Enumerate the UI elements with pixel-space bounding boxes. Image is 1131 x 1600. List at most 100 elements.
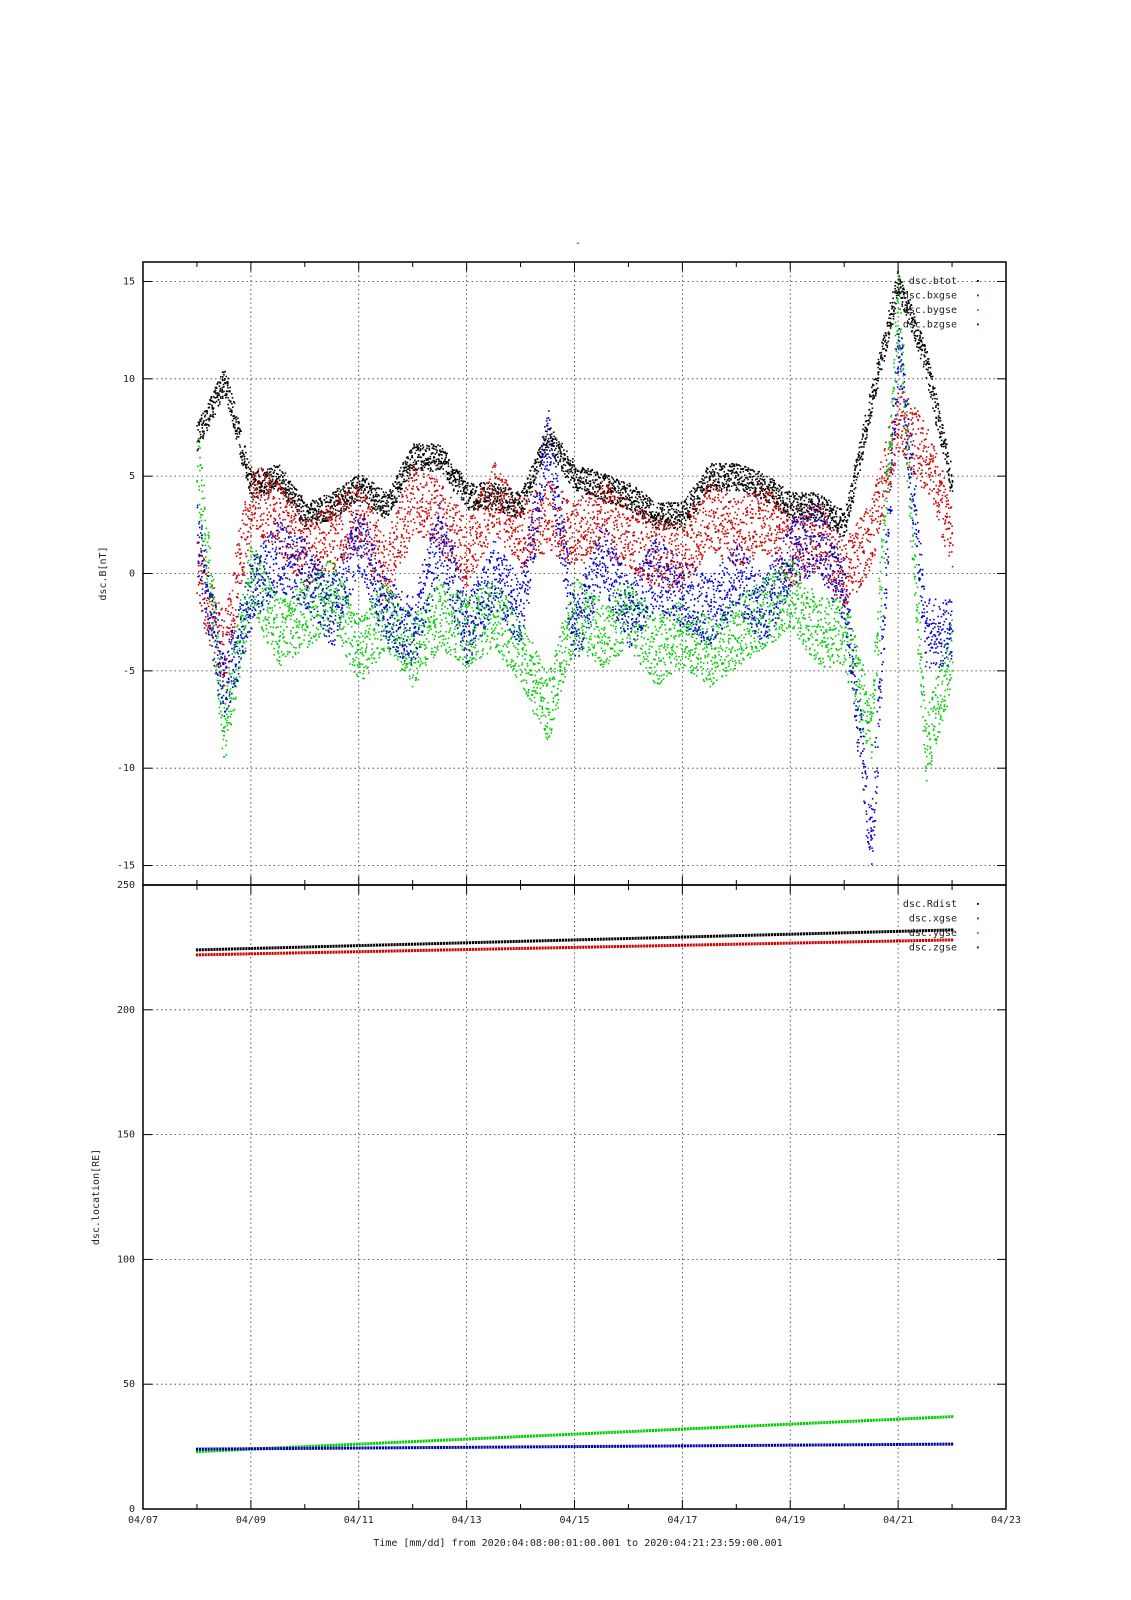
- data-point: [627, 493, 629, 496]
- data-point: [632, 501, 635, 503]
- data-point: [557, 450, 560, 453]
- data-point: [361, 475, 364, 477]
- data-point: [518, 493, 520, 495]
- data-point: [311, 507, 313, 510]
- data-point: [242, 464, 244, 467]
- data-point: [375, 569, 377, 572]
- data-point: [399, 488, 402, 491]
- data-point: [268, 490, 270, 493]
- data-point: [509, 502, 511, 504]
- data-point: [580, 471, 582, 473]
- data-point: [689, 504, 692, 506]
- data-point: [336, 490, 339, 492]
- data-point: [608, 484, 610, 486]
- data-point: [743, 478, 746, 481]
- data-point: [375, 487, 378, 490]
- data-point: [391, 498, 394, 500]
- data-point: [320, 551, 323, 553]
- data-point: [275, 475, 278, 478]
- data-point: [378, 499, 381, 502]
- data-point: [859, 441, 861, 444]
- data-point: [344, 505, 346, 507]
- data-point: [867, 414, 870, 417]
- data-point: [258, 502, 260, 505]
- data-point: [439, 445, 441, 447]
- data-point: [655, 516, 657, 519]
- data-point: [207, 571, 210, 574]
- data-point: [240, 553, 242, 555]
- data-point: [592, 481, 595, 484]
- data-point: [344, 495, 347, 497]
- data-point: [234, 609, 237, 611]
- data-point: [205, 409, 208, 412]
- data-point: [293, 570, 295, 573]
- data-point: [248, 489, 251, 491]
- data-point: [599, 485, 601, 487]
- data-point: [715, 485, 718, 487]
- data-point: [601, 485, 604, 487]
- data-point: [406, 474, 409, 477]
- data-point: [390, 492, 392, 495]
- y-tick-label: 10: [123, 374, 135, 385]
- data-point: [630, 506, 633, 508]
- data-point: [333, 566, 336, 569]
- data-point: [233, 620, 235, 622]
- data-point: [529, 469, 532, 472]
- data-point: [526, 478, 529, 480]
- data-point: [462, 497, 465, 499]
- data-point: [667, 524, 669, 527]
- data-point: [868, 393, 871, 396]
- data-point: [329, 496, 332, 499]
- data-point: [806, 517, 808, 519]
- data-point: [725, 480, 728, 483]
- data-point: [488, 497, 490, 499]
- data-point: [901, 281, 903, 283]
- data-point: [337, 532, 340, 534]
- data-point: [816, 513, 819, 516]
- data-point: [389, 578, 391, 581]
- data-point: [216, 394, 219, 396]
- data-point: [641, 506, 643, 509]
- data-point: [292, 496, 295, 499]
- data-point: [367, 503, 370, 506]
- data-point: [650, 514, 653, 517]
- data-point: [939, 425, 941, 428]
- data-point: [274, 503, 277, 505]
- data-point: [409, 449, 412, 452]
- data-point: [406, 468, 408, 471]
- data-point: [908, 301, 910, 303]
- data-point: [227, 631, 230, 634]
- data-point: [864, 437, 867, 440]
- data-point: [788, 498, 791, 500]
- data-point: [588, 493, 591, 495]
- data-point: [470, 482, 473, 485]
- data-point: [803, 511, 805, 514]
- data-point: [202, 437, 205, 440]
- y-tick-label: 5: [129, 471, 135, 482]
- data-point: [823, 503, 826, 506]
- data-point: [923, 363, 925, 366]
- data-point: [252, 471, 255, 473]
- data-point: [269, 515, 272, 518]
- data-point: [280, 474, 283, 476]
- data-point: [234, 573, 236, 575]
- data-point: [321, 503, 323, 505]
- data-point: [304, 549, 307, 551]
- data-point: [290, 483, 293, 486]
- data-point: [877, 366, 880, 369]
- data-point: [544, 451, 546, 454]
- data-point: [445, 454, 448, 457]
- data-point: [654, 526, 657, 529]
- data-point: [269, 479, 271, 481]
- data-point: [575, 483, 578, 486]
- data-point: [685, 502, 688, 505]
- data-point: [887, 340, 890, 343]
- data-point: [793, 518, 796, 520]
- data-point: [340, 520, 343, 522]
- data-point: [397, 490, 400, 493]
- data-point: [787, 512, 789, 515]
- data-point: [522, 510, 525, 513]
- data-point: [257, 481, 260, 483]
- data-point: [495, 507, 498, 510]
- data-point: [935, 404, 937, 407]
